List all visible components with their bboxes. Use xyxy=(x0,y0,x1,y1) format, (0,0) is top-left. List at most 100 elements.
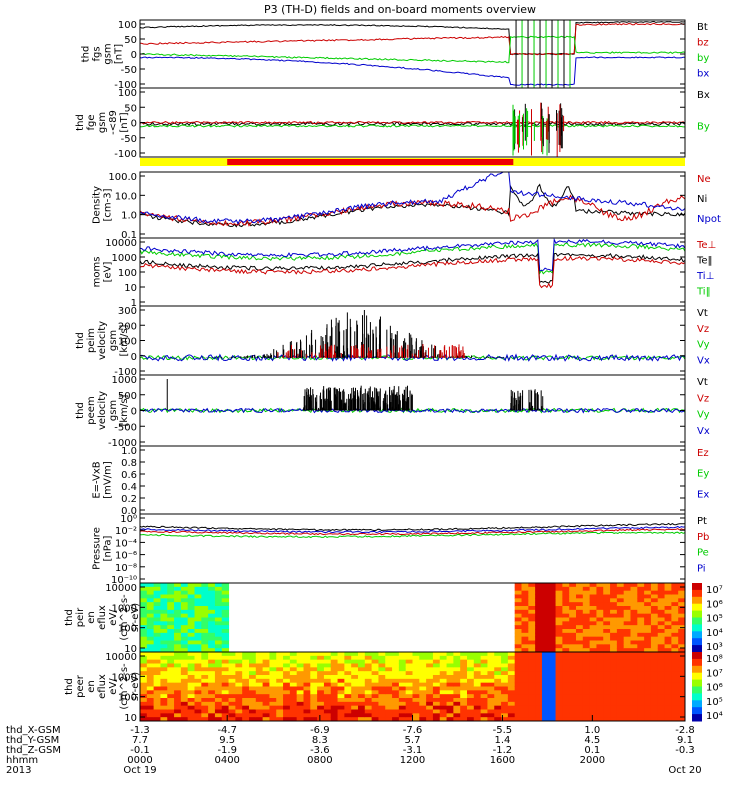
heatmap-cell xyxy=(548,632,557,638)
heatmap-cell xyxy=(650,690,659,695)
heatmap-cell xyxy=(610,594,618,599)
heatmap-cell xyxy=(637,640,645,645)
heatmap-cell xyxy=(412,655,420,661)
heatmap-cell xyxy=(535,625,543,630)
heatmap-cell xyxy=(623,644,631,649)
heatmap-cell xyxy=(153,717,161,722)
heatmap-cell xyxy=(569,690,577,695)
heatmap-cell xyxy=(582,602,591,607)
heatmap-cell xyxy=(351,652,359,657)
heatmap-cell xyxy=(582,648,591,653)
heatmap-cell xyxy=(174,678,182,684)
heatmap-cell xyxy=(344,659,352,664)
heatmap-cell xyxy=(453,698,461,703)
heatmap-cell xyxy=(432,678,441,684)
heatmap-cell xyxy=(487,671,495,676)
heatmap-cell xyxy=(201,598,209,603)
heatmap-cell xyxy=(351,663,359,668)
heatmap-cell xyxy=(405,690,413,695)
heatmap-cell xyxy=(650,655,659,661)
heatmap-cell xyxy=(146,690,155,695)
heatmap-cell xyxy=(616,690,625,695)
heatmap-cell xyxy=(426,659,434,664)
y-tick-label: -100 xyxy=(114,149,137,160)
heatmap-cell xyxy=(507,717,516,722)
heatmap-cell xyxy=(616,671,625,676)
heatmap-cell xyxy=(276,678,284,684)
heatmap-cell xyxy=(337,686,345,691)
heatmap-cell xyxy=(501,659,509,664)
heatmap-cell xyxy=(317,698,325,703)
heatmap-cell xyxy=(194,671,202,676)
heatmap-cell xyxy=(657,663,666,668)
heatmap-cell xyxy=(494,675,502,680)
heatmap-cell xyxy=(330,717,339,722)
heatmap-cell xyxy=(235,663,243,668)
heatmap-cell xyxy=(501,663,509,668)
heatmap-cell xyxy=(194,632,202,638)
heatmap-cell xyxy=(398,671,407,676)
heatmap-cell xyxy=(398,717,407,722)
heatmap-cell xyxy=(589,613,597,618)
heatmap-cell xyxy=(412,690,420,695)
heatmap-cell xyxy=(310,671,318,676)
heatmap-cell xyxy=(439,659,448,664)
heatmap-cell xyxy=(358,678,366,684)
heatmap-cell xyxy=(610,583,618,588)
heatmap-cell xyxy=(576,617,584,622)
heatmap-cell xyxy=(323,701,332,707)
heatmap-cell xyxy=(453,717,461,722)
heatmap-cell xyxy=(276,659,284,664)
heatmap-cell xyxy=(453,652,461,657)
heatmap-cell xyxy=(235,652,243,657)
heatmap-cell xyxy=(303,659,311,664)
heatmap-cell xyxy=(678,690,686,695)
heatmap-cell xyxy=(664,709,672,714)
heatmap-cell xyxy=(528,698,536,703)
heatmap-cell xyxy=(419,686,427,691)
heatmap-cell xyxy=(650,663,659,668)
heatmap-cell xyxy=(664,682,672,687)
heatmap-cell xyxy=(521,686,529,691)
heatmap-cell xyxy=(514,625,522,630)
heatmap-cell xyxy=(596,598,604,603)
y-tick-label: 50 xyxy=(124,35,137,46)
heatmap-cell xyxy=(535,717,543,722)
heatmap-cell xyxy=(323,659,332,664)
heatmap-cell xyxy=(446,682,454,687)
heatmap-cell xyxy=(541,583,550,588)
heatmap-cell xyxy=(603,671,611,676)
heatmap-cell xyxy=(432,652,441,657)
heatmap-cell xyxy=(671,602,679,607)
heatmap-cell xyxy=(358,694,366,699)
heatmap-cell xyxy=(371,713,379,718)
heatmap-cell xyxy=(153,655,161,661)
heatmap-cell xyxy=(201,705,209,710)
heatmap-cell xyxy=(473,709,482,714)
heatmap-cell xyxy=(562,609,570,615)
heatmap-cell xyxy=(473,667,482,672)
heatmap-cell xyxy=(623,655,631,661)
heatmap-cell xyxy=(276,671,284,676)
heatmap-cell xyxy=(358,705,366,710)
heatmap-cell xyxy=(487,717,495,722)
heatmap-cell xyxy=(528,671,536,676)
heatmap-cell xyxy=(242,717,250,722)
heatmap-cell xyxy=(140,671,148,676)
heatmap-cell xyxy=(364,667,373,672)
heatmap-cell xyxy=(644,682,652,687)
heatmap-cell xyxy=(610,682,618,687)
heatmap-cell xyxy=(569,694,577,699)
heatmap-cell xyxy=(303,705,311,710)
x-row-value: 4.5 xyxy=(584,735,600,746)
colorbar-tick-label: 10⁶ xyxy=(706,599,723,610)
legend-entry: by xyxy=(697,53,709,64)
heatmap-cell xyxy=(392,713,400,718)
heatmap-cell xyxy=(412,671,420,676)
heatmap-cell xyxy=(378,701,386,707)
heatmap-cell xyxy=(214,586,223,592)
y-tick-label: 1000 xyxy=(112,672,137,683)
heatmap-cell xyxy=(528,655,536,661)
legend-entry: Vt xyxy=(697,377,708,388)
heatmap-cell xyxy=(269,675,277,680)
